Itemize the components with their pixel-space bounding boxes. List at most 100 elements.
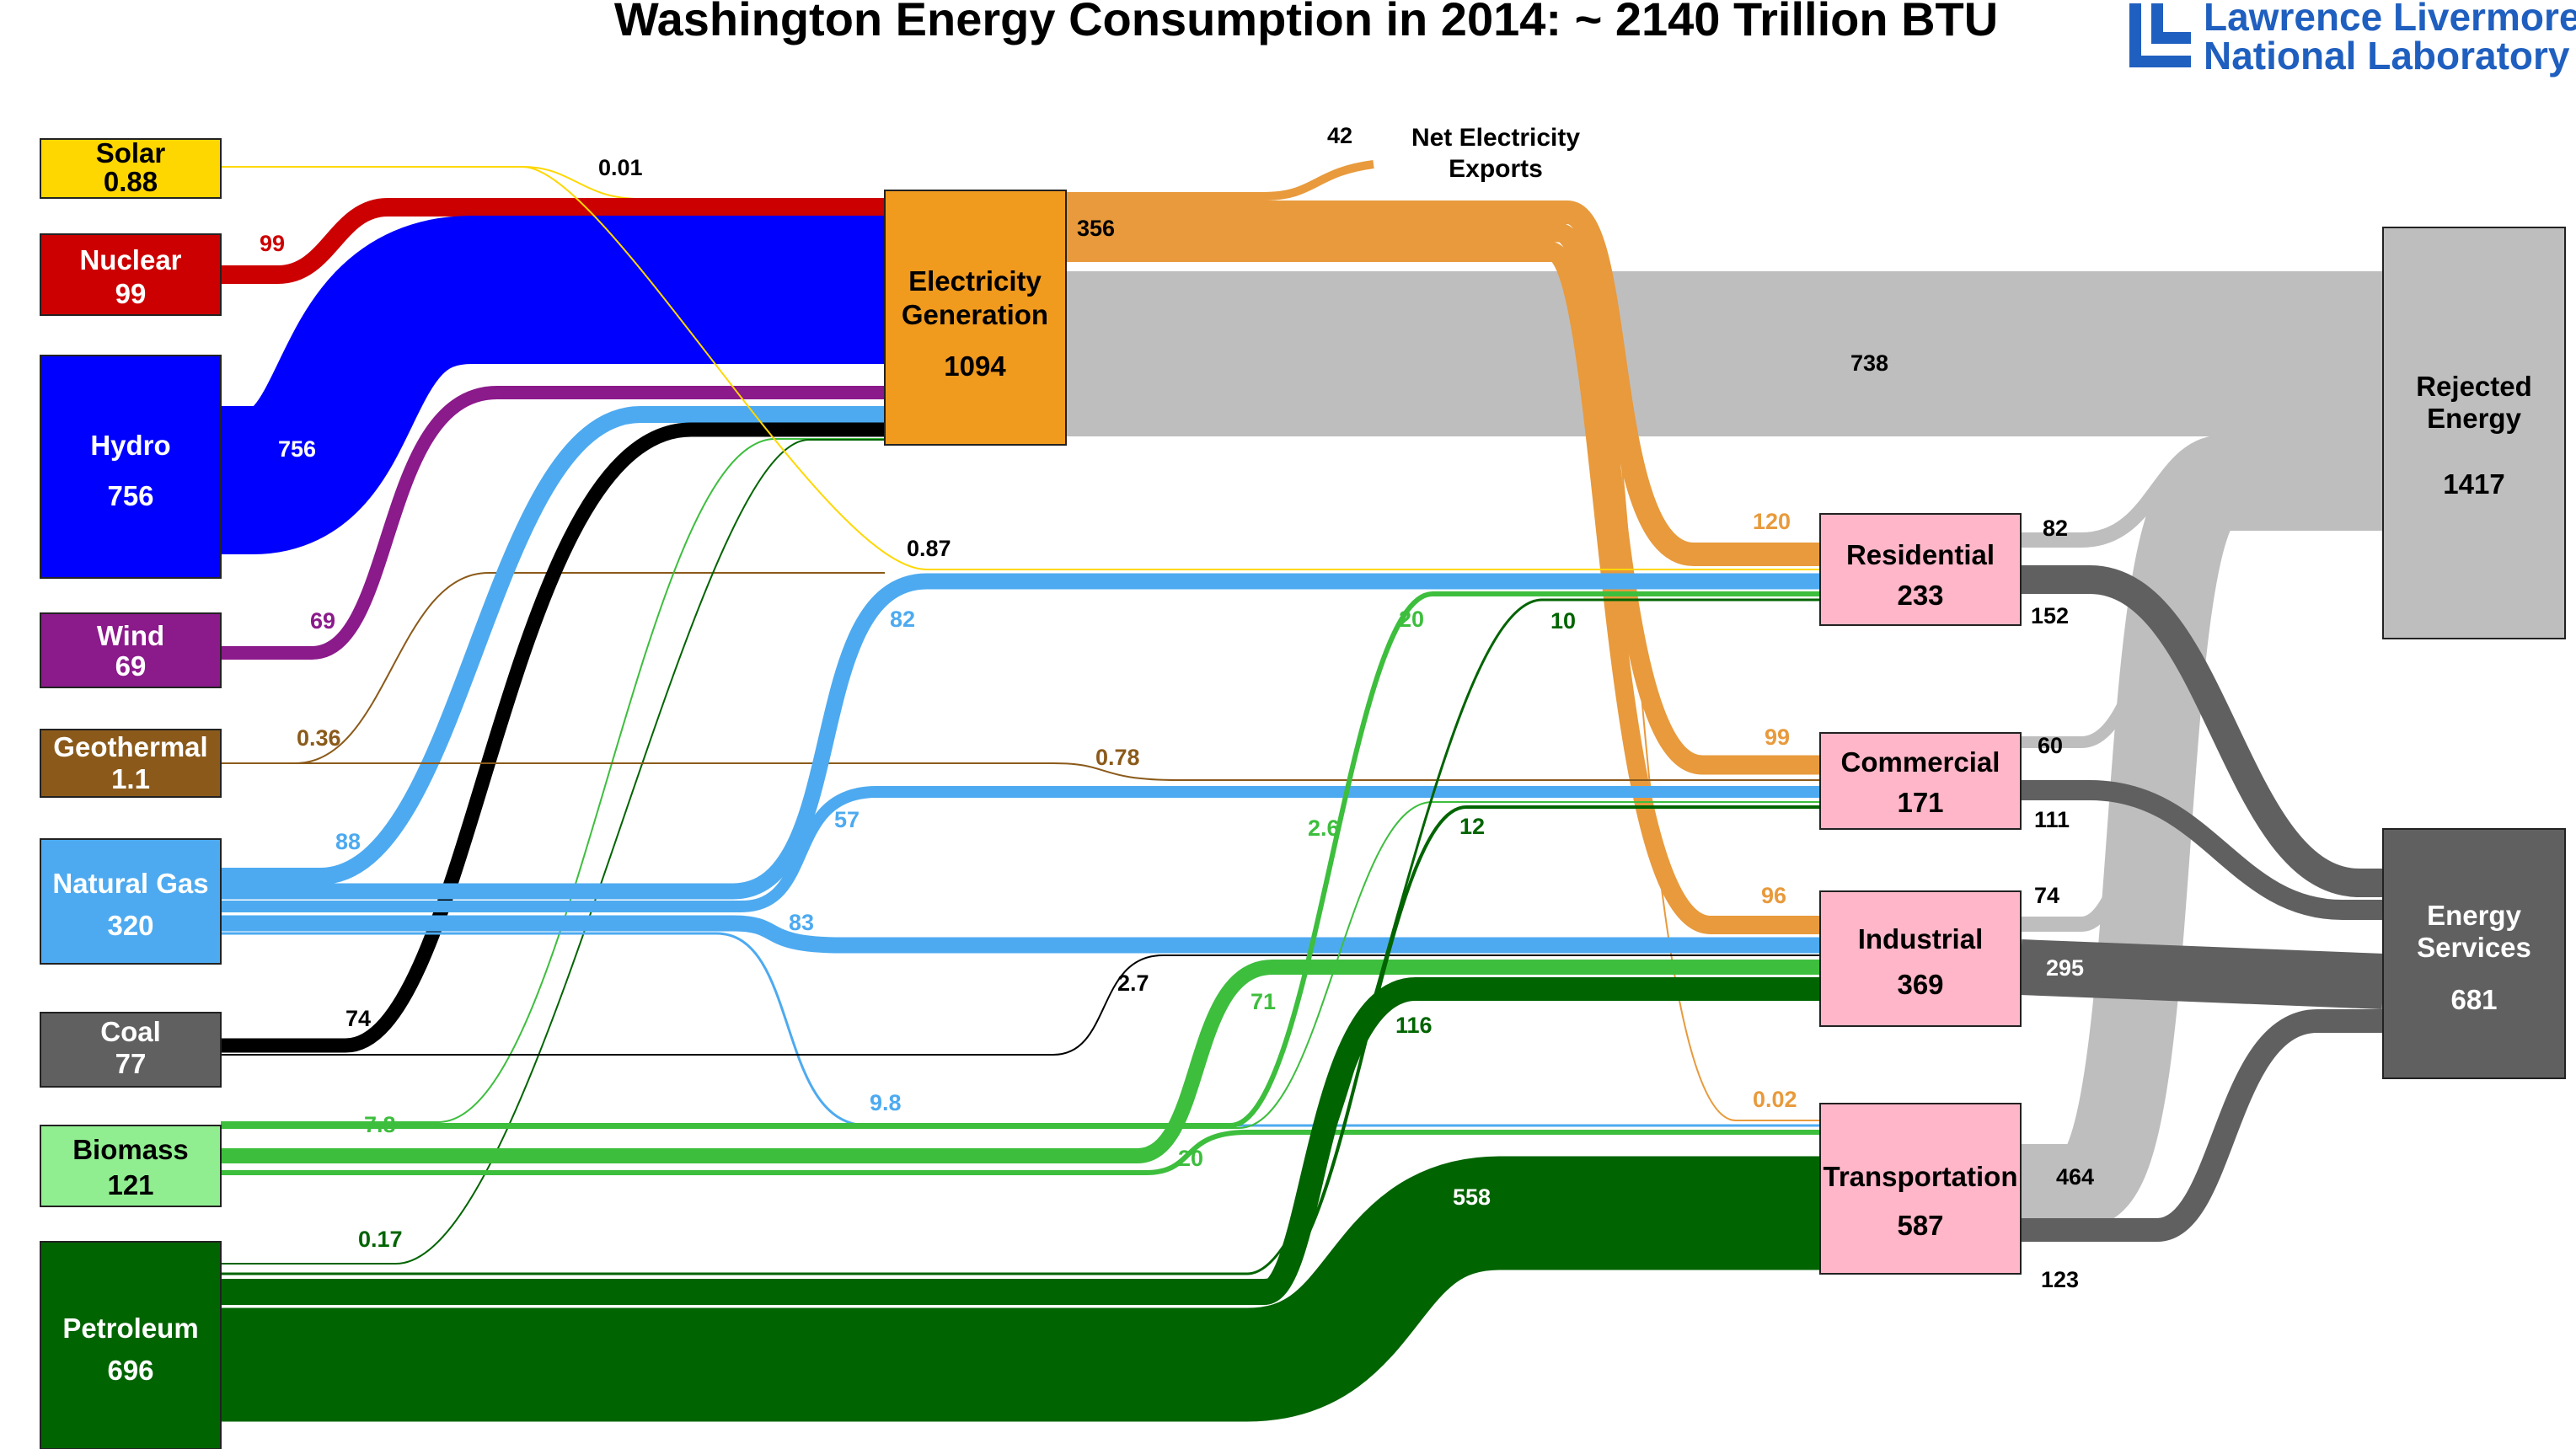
- node-petroleum: Petroleum 696: [40, 1241, 222, 1449]
- node-natural-gas-name: Natural Gas: [52, 868, 208, 899]
- node-industrial-value: 369: [1897, 969, 1943, 1000]
- flow-coal-electricity: [221, 422, 885, 1053]
- label-biomass-electricity: 7.8: [364, 1112, 396, 1137]
- node-transportation-name: Transportation: [1823, 1161, 2017, 1192]
- flow-biomass-transportation: [221, 1130, 1820, 1175]
- node-residential: Residential 233: [1819, 513, 2022, 626]
- label-petroleum-electricity: 0.17: [358, 1227, 403, 1252]
- node-commercial-name: Commercial: [1841, 746, 2000, 778]
- node-services-value: 681: [2450, 984, 2497, 1015]
- label-naturalgas-commercial: 57: [834, 807, 860, 832]
- flow-industrial-rejected: [2021, 463, 2383, 932]
- flow-labels: 0.01 99 756 69 0.36 88 74 7.8 0.17 42 35…: [260, 123, 2094, 1292]
- label-commercial-services: 111: [2034, 807, 2070, 832]
- node-biomass-value: 121: [107, 1169, 153, 1200]
- node-natural-gas-value: 320: [107, 910, 153, 941]
- logo-line-1: Lawrence Livermore: [2204, 0, 2576, 39]
- flow-naturalgas-commercial: [221, 786, 1820, 912]
- flow-nuclear-electricity: [221, 198, 885, 284]
- node-geothermal-value: 1.1: [111, 763, 150, 794]
- flow-solar-electricity: [221, 166, 885, 200]
- label-biomass-industrial: 71: [1251, 989, 1276, 1014]
- flow-naturalgas-residential: [221, 573, 1820, 900]
- flow-transportation-services: [2021, 1009, 2383, 1242]
- node-industrial: Industrial 369: [1819, 890, 2022, 1027]
- chart-title: Washington Energy Consumption in 2014: ~…: [614, 0, 1998, 45]
- flow-commercial-services: [2021, 780, 2383, 920]
- node-coal: Coal 77: [40, 1012, 222, 1088]
- node-geothermal: Geothermal 1.1: [40, 729, 222, 798]
- node-residential-name: Residential: [1846, 539, 1995, 570]
- flow-geothermal-commercial: [221, 762, 1820, 781]
- node-solar-value: 0.88: [104, 166, 158, 197]
- node-nuclear-name: Nuclear: [79, 244, 181, 275]
- label-industrial-services: 295: [2046, 955, 2084, 981]
- label-petroleum-transportation: 558: [1453, 1184, 1491, 1210]
- flow-biomass-electricity: [221, 438, 885, 1123]
- flow-biomass-industrial: [221, 960, 1820, 1163]
- label-naturalgas-electricity: 88: [335, 829, 361, 854]
- label-electricity-industrial: 96: [1761, 883, 1786, 908]
- node-rejected-energy: Rejected Energy 1417: [2382, 227, 2566, 639]
- label-petroleum-industrial: 116: [1395, 1013, 1433, 1038]
- label-transportation-services: 123: [2041, 1267, 2079, 1292]
- flow-wind-electricity: [221, 386, 885, 660]
- flow-naturalgas-electricity: [221, 406, 885, 885]
- label-electricity-rejected: 738: [1850, 350, 1888, 376]
- label-biomass-residential: 20: [1399, 607, 1424, 632]
- flow-electricity-transportation: [1066, 260, 1820, 1121]
- node-solar-name: Solar: [96, 137, 166, 168]
- llnl-logo: Lawrence Livermore National Laboratory: [2129, 0, 2576, 78]
- node-commercial-value: 171: [1897, 787, 1943, 818]
- flows: [221, 160, 2385, 1422]
- node-rejected-name-line2: Energy: [2427, 403, 2522, 434]
- node-wind-name: Wind: [97, 620, 164, 651]
- node-services-name-line1: Energy: [2427, 900, 2522, 931]
- node-industrial-name: Industrial: [1858, 923, 1984, 954]
- label-biomass-commercial: 2.6: [1308, 815, 1340, 841]
- label-geothermal-electricity: 0.36: [297, 725, 341, 751]
- node-solar: Solar 0.88: [40, 137, 222, 199]
- node-nuclear-value: 99: [115, 278, 147, 309]
- node-petroleum-value: 696: [107, 1355, 153, 1386]
- label-naturalgas-industrial: 83: [789, 910, 814, 935]
- node-commercial: Commercial 171: [1819, 732, 2022, 830]
- node-hydro-value: 756: [107, 480, 153, 511]
- flow-hydro-electricity: [221, 216, 885, 554]
- flow-geothermal-electricity: [221, 572, 885, 764]
- label-residential-services: 152: [2031, 603, 2069, 628]
- node-exports-name-line2: Exports: [1449, 155, 1543, 183]
- logo-line-2: National Laboratory: [2204, 34, 2570, 78]
- flow-industrial-services: [2019, 939, 2385, 1009]
- llnl-logo-icon: [2129, 3, 2191, 67]
- node-residential-value: 233: [1897, 580, 1943, 611]
- flow-petroleum-transportation: [221, 1156, 1820, 1422]
- label-naturalgas-residential: 82: [890, 607, 915, 632]
- node-services-name-line2: Services: [2417, 932, 2531, 963]
- flow-biomass-residential: [221, 591, 1820, 1128]
- label-hydro-electricity: 756: [278, 436, 316, 462]
- nodes: Solar 0.88 Nuclear 99 Hydro 756 Wind 69 …: [40, 124, 2566, 1449]
- node-electricity-generation: Electricity Generation 1094: [884, 190, 1067, 446]
- label-commercial-rejected: 60: [2038, 733, 2063, 758]
- label-nuclear-electricity: 99: [260, 231, 285, 256]
- flow-residential-rejected: [2021, 435, 2383, 548]
- flow-naturalgas-transportation: [221, 932, 1820, 1127]
- label-coal-electricity: 74: [345, 1006, 371, 1031]
- node-coal-value: 77: [115, 1048, 147, 1079]
- label-petroleum-residential: 10: [1550, 608, 1576, 634]
- label-naturalgas-transportation: 9.8: [870, 1090, 902, 1115]
- label-wind-electricity: 69: [310, 608, 335, 634]
- flow-electricity-exports: [1066, 160, 1374, 201]
- flow-petroleum-electricity: [221, 439, 885, 1265]
- label-electricity-out: 356: [1077, 216, 1115, 241]
- node-transportation: Transportation 587: [1819, 1103, 2022, 1275]
- node-rejected-value: 1417: [2443, 468, 2504, 500]
- node-rejected-name-line1: Rejected: [2416, 371, 2532, 402]
- label-residential-rejected: 82: [2043, 516, 2068, 541]
- flow-petroleum-industrial: [221, 977, 1820, 1305]
- label-electricity-transportation: 0.02: [1753, 1087, 1797, 1112]
- label-biomass-transportation: 20: [1178, 1146, 1203, 1171]
- node-petroleum-name: Petroleum: [62, 1313, 198, 1344]
